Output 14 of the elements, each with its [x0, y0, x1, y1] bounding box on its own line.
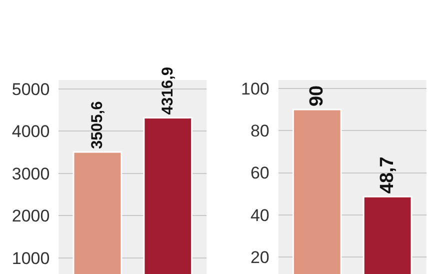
y-tick-label: 60: [250, 164, 270, 183]
y-tick-label: 4000: [12, 122, 50, 142]
data-label: 4316,9: [159, 66, 176, 115]
y-tick-label: 80: [250, 122, 270, 141]
y-tick-label: 2000: [12, 206, 50, 226]
data-label: 90: [306, 85, 328, 107]
y-tick-label: 1000: [12, 248, 50, 268]
data-label: 48,7: [377, 156, 398, 194]
y-tick-label: 100: [241, 79, 270, 98]
data-label: 3505,6: [88, 100, 106, 150]
y-tick-label: 3000: [12, 164, 50, 184]
y-tick-label: 5000: [12, 80, 50, 99]
y-tick-label: 40: [250, 206, 270, 225]
y-tick-label: 20: [250, 248, 270, 268]
